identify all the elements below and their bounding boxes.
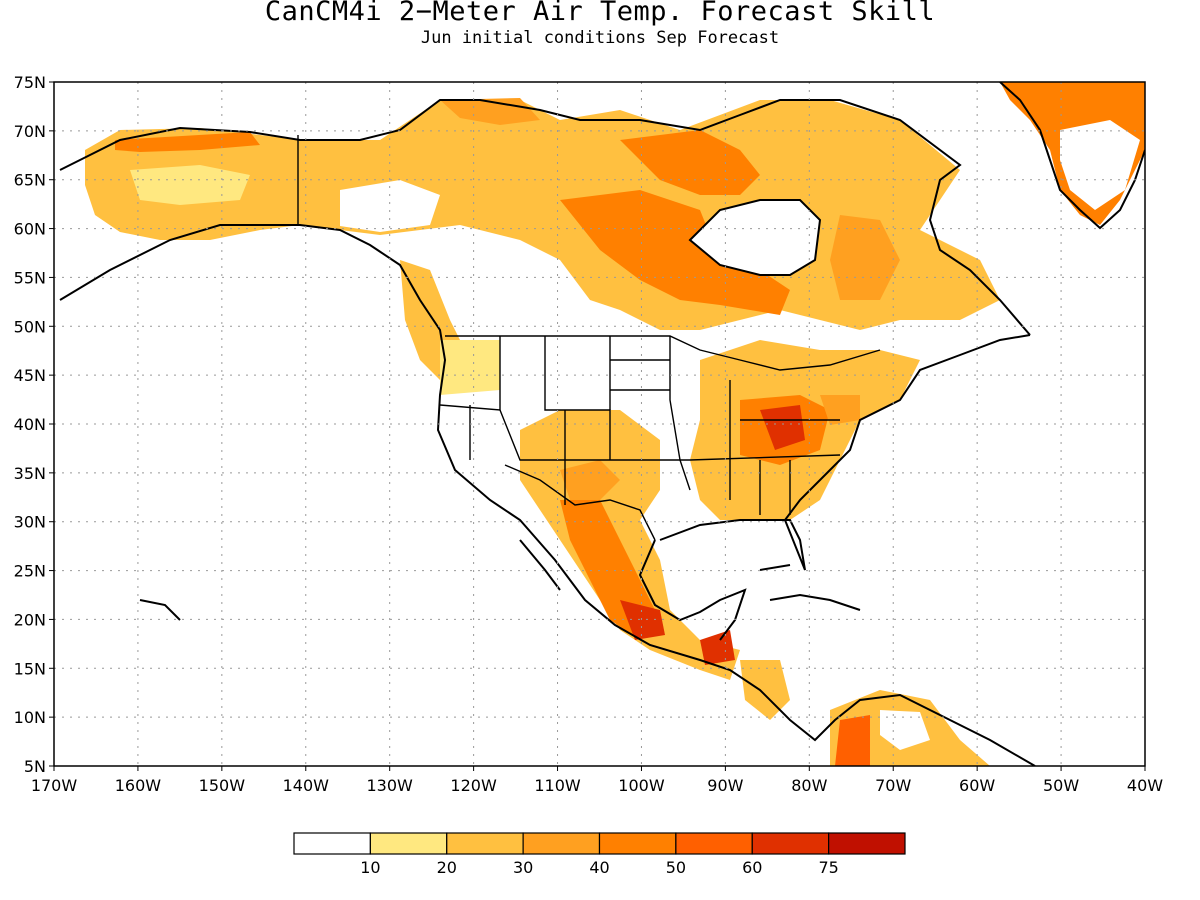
lat-label: 60N — [14, 220, 46, 239]
lat-label: 40N — [14, 415, 46, 434]
map-subtitle: Jun initial conditions Sep Forecast — [420, 28, 780, 48]
lat-label: 70N — [14, 122, 46, 141]
colorbar-label: 30 — [513, 858, 533, 877]
us-mexico-border — [504, 464, 656, 541]
colorbar-swatch — [369, 832, 448, 855]
lat-label: 50N — [14, 317, 46, 336]
lon-label: 140W — [283, 776, 330, 795]
lon-label: 50W — [1043, 776, 1079, 795]
latitude-labels: 5N 10N 15N 20N 25N 30N 35N 40N 45N 50N 55N 60N 65N 70… — [14, 73, 54, 776]
lon-label: 90W — [707, 776, 743, 795]
north-america-coastline — [59, 224, 1036, 766]
coastlines — [59, 82, 1145, 766]
lat-label: 15N — [14, 659, 46, 678]
colorbar-label: 40 — [589, 858, 609, 877]
lon-label: 160W — [115, 776, 162, 795]
lon-label: 70W — [875, 776, 911, 795]
graticule — [54, 82, 1145, 766]
colorbar-label: 60 — [742, 858, 762, 877]
lat-label: 10N — [14, 708, 46, 727]
lon-label: 60W — [959, 776, 995, 795]
lat-label: 5N — [24, 757, 46, 776]
lon-label: 130W — [367, 776, 414, 795]
colorbar-label: 10 — [360, 858, 380, 877]
longitude-labels: 170W 160W 150W 140W 130W 120W 110W 100W 90W 80W 70… — [31, 766, 1163, 795]
lon-label: 80W — [791, 776, 827, 795]
lat-label: 55N — [14, 268, 46, 287]
lat-label: 65N — [14, 171, 46, 190]
lat-label: 30N — [14, 513, 46, 532]
lat-label: 75N — [14, 73, 46, 92]
colorbar-swatch — [675, 832, 753, 855]
lon-label: 150W — [199, 776, 246, 795]
colorbar-swatch — [598, 832, 677, 855]
lon-label: 170W — [31, 776, 78, 795]
colorbar-label: 75 — [818, 858, 838, 877]
colorbar-label: 50 — [666, 858, 686, 877]
colorbar-swatch — [751, 832, 830, 855]
lat-label: 35N — [14, 464, 46, 483]
map-layers — [59, 82, 1145, 766]
lon-label: 120W — [450, 776, 497, 795]
skill-shading — [85, 82, 1145, 766]
map-title: CanCM4i 2−Meter Air Temp. Forecast Skill — [264, 0, 936, 27]
colorbar-swatch — [446, 832, 524, 855]
lon-label: 100W — [618, 776, 665, 795]
colorbar-swatch — [293, 832, 371, 855]
political-boundaries — [297, 135, 881, 541]
colorbar-swatch — [828, 832, 906, 855]
colorbar-swatch — [522, 832, 601, 855]
colorbar-label: 20 — [437, 858, 457, 877]
lat-label: 45N — [14, 366, 46, 385]
colorbar: 10 20 30 40 50 60 75 — [293, 832, 906, 877]
lon-label: 40W — [1127, 776, 1163, 795]
lat-label: 20N — [14, 610, 46, 629]
greenland-coastline — [999, 82, 1145, 230]
lat-label: 25N — [14, 562, 46, 581]
lon-label: 110W — [534, 776, 581, 795]
